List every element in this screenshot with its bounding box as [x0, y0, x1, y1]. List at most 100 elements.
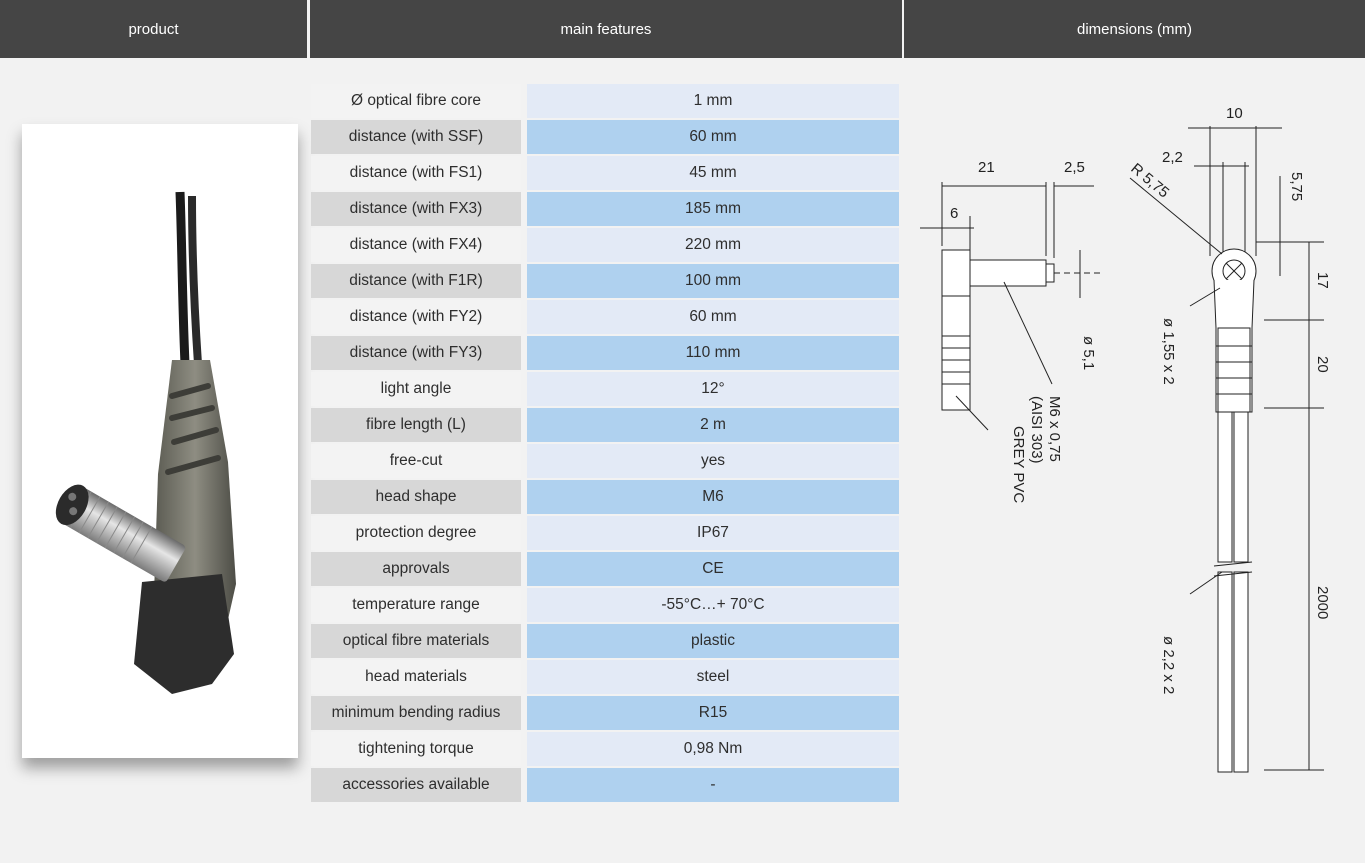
dim-10: 10: [1226, 105, 1243, 122]
technical-drawing: 21 2,5 6 ø 5,1 M6 x 0,75 (AISI 303) GREY…: [920, 105, 1331, 773]
feature-value: IP67: [527, 516, 899, 550]
feature-label: fibre length (L): [311, 408, 521, 442]
header-product-label: product: [128, 20, 179, 38]
feature-label-text: fibre length (L): [366, 416, 466, 433]
header-dimensions-label: dimensions (mm): [1076, 20, 1193, 38]
feature-label-text: free-cut: [389, 452, 443, 469]
feature-label: distance (with FX3): [311, 192, 521, 226]
dim-6: 6: [950, 205, 958, 222]
feature-value: 60 mm: [527, 300, 899, 334]
dim-diameter-2-2: ø 2,2 x 2: [1160, 636, 1177, 694]
feature-label-text: head materials: [365, 668, 467, 685]
feature-value: steel: [527, 660, 899, 694]
feature-label: optical fibre materials: [311, 624, 521, 658]
feature-label: distance (with FY3): [311, 336, 521, 370]
header-dimensions: dimensions (mm): [904, 0, 1365, 58]
feature-value: R15: [527, 696, 899, 730]
feature-label-text: Ø optical fibre core: [350, 92, 482, 109]
feature-row: distance (with FX4) 220 mm: [311, 228, 899, 262]
feature-value: 45 mm: [527, 156, 899, 190]
header-main-features: main features: [310, 0, 902, 58]
feature-label: distance (with FS1): [311, 156, 521, 190]
feature-row: distance (with FX3) 185 mm: [311, 192, 899, 226]
dim-diameter-5-1: ø 5,1: [1080, 336, 1097, 370]
feature-row: light angle 12°: [311, 372, 899, 406]
dim-2000: 2000: [1314, 586, 1331, 619]
dim-21: 21: [978, 159, 995, 176]
label-thread: M6 x 0,75: [1046, 396, 1063, 462]
feature-label-text: tightening torque: [358, 740, 474, 757]
feature-label-text: accessories available: [342, 776, 490, 793]
feature-value: 220 mm: [527, 228, 899, 262]
feature-label-text: minimum bending radius: [331, 704, 501, 721]
feature-row: distance (with FY2) 60 mm: [311, 300, 899, 334]
feature-row: head shape M6: [311, 480, 899, 514]
feature-value: 0,98 Nm: [527, 732, 899, 766]
dim-5-75: 5,75: [1288, 172, 1305, 201]
feature-value: 100 mm: [527, 264, 899, 298]
feature-label: protection degree: [311, 516, 521, 550]
feature-row: head materials steel: [311, 660, 899, 694]
dim-diameter-1-55: ø 1,55 x 2: [1160, 318, 1177, 385]
feature-label-text: protection degree: [355, 524, 477, 541]
feature-label-text: temperature range: [352, 596, 480, 613]
feature-value: 185 mm: [527, 192, 899, 226]
feature-row: protection degree IP67: [311, 516, 899, 550]
feature-label: Ø optical fibre core: [311, 84, 521, 118]
feature-label: approvals: [311, 552, 521, 586]
feature-row: temperature range -55°C…+ 70°C: [311, 588, 899, 622]
feature-label-text: distance (with SSF): [348, 128, 484, 145]
feature-row: accessories available -: [311, 768, 899, 802]
feature-label-text: distance (with FX3): [349, 200, 483, 217]
feature-value: CE: [527, 552, 899, 586]
feature-label: head materials: [311, 660, 521, 694]
label-steel: (AISI 303): [1028, 396, 1045, 464]
feature-label: light angle: [311, 372, 521, 406]
feature-label: tightening torque: [311, 732, 521, 766]
feature-label-text: distance (with F1R): [349, 272, 483, 289]
feature-value: 12°: [527, 372, 899, 406]
feature-label: temperature range: [311, 588, 521, 622]
feature-value: -: [527, 768, 899, 802]
feature-label-text: distance (with FX4): [349, 236, 483, 253]
feature-label: accessories available: [311, 768, 521, 802]
feature-label: head shape: [311, 480, 521, 514]
feature-label: free-cut: [311, 444, 521, 478]
dim-20: 20: [1314, 356, 1331, 373]
feature-row: fibre length (L) 2 m: [311, 408, 899, 442]
feature-value: -55°C…+ 70°C: [527, 588, 899, 622]
feature-value: 2 m: [527, 408, 899, 442]
feature-row: free-cut yes: [311, 444, 899, 478]
feature-row: minimum bending radius R15: [311, 696, 899, 730]
fibre-sensor-illustration: [55, 191, 236, 694]
features-table: Ø optical fibre core 1 mm distance (with S…: [311, 82, 899, 804]
header-features-label: main features: [560, 20, 652, 38]
feature-row: distance (with FS1) 45 mm: [311, 156, 899, 190]
feature-value: 60 mm: [527, 120, 899, 154]
feature-value: yes: [527, 444, 899, 478]
feature-value: M6: [527, 480, 899, 514]
feature-label: distance (with F1R): [311, 264, 521, 298]
feature-row: tightening torque 0,98 Nm: [311, 732, 899, 766]
feature-label: distance (with FY2): [311, 300, 521, 334]
dim-17: 17: [1314, 272, 1331, 289]
header-product: product: [0, 0, 307, 58]
feature-value: plastic: [527, 624, 899, 658]
feature-label-text: distance (with FS1): [349, 164, 483, 181]
feature-value: 1 mm: [527, 84, 899, 118]
dim-2-2: 2,2: [1162, 149, 1183, 166]
feature-label-text: approvals: [382, 560, 450, 577]
feature-label-text: distance (with FY3): [349, 344, 483, 361]
feature-row: approvals CE: [311, 552, 899, 586]
product-photo: [22, 124, 298, 758]
feature-row: distance (with F1R) 100 mm: [311, 264, 899, 298]
feature-value: 110 mm: [527, 336, 899, 370]
dimension-drawing: 21 2,5 6 ø 5,1 M6 x 0,75 (AISI 303) GREY…: [904, 66, 1365, 858]
feature-label: minimum bending radius: [311, 696, 521, 730]
feature-row: Ø optical fibre core 1 mm: [311, 84, 899, 118]
feature-label: distance (with SSF): [311, 120, 521, 154]
feature-row: distance (with SSF) 60 mm: [311, 120, 899, 154]
feature-row: distance (with FY3) 110 mm: [311, 336, 899, 370]
feature-label-text: head shape: [375, 488, 457, 505]
dim-r-5-75: R 5,75: [1127, 160, 1172, 201]
